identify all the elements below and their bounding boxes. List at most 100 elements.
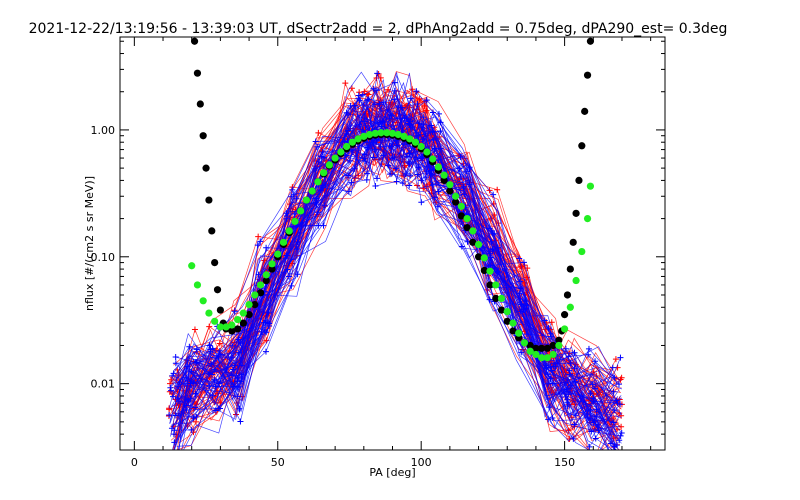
series-1-plus-marker	[435, 188, 442, 195]
fit-series-0-point	[262, 276, 270, 285]
fit-series-1-point	[400, 132, 408, 140]
fit-series-1-point	[268, 260, 276, 268]
fit-series-1-point	[297, 207, 305, 215]
fit-series-0-point	[205, 196, 213, 204]
plot-area	[165, 37, 625, 466]
series-1-plus-marker	[394, 103, 401, 110]
fit-series-1-point	[561, 325, 569, 333]
fit-series-0-point	[486, 281, 494, 289]
series-1-profile-line	[178, 115, 620, 450]
series-1-profile-line	[171, 114, 618, 440]
series-1-plus-marker	[294, 239, 301, 246]
series-1-plus-marker	[237, 418, 244, 425]
fit-series-1-point	[446, 181, 454, 189]
fit-series-1-point	[251, 291, 259, 299]
series-0-plus-marker	[255, 233, 262, 240]
y-tick-label: 1.00	[91, 124, 116, 137]
fit-series-0-point	[228, 327, 236, 335]
fit-series-1-point	[205, 309, 213, 317]
series-1-plus-marker	[166, 460, 172, 466]
fit-series-1-point	[228, 321, 236, 329]
fit-series-0-point	[572, 209, 580, 217]
series-1-plus-marker	[193, 413, 200, 420]
series-1-plus-marker	[423, 97, 430, 104]
fit-series-1-point	[193, 281, 202, 289]
fit-series-1-point	[256, 281, 265, 289]
series-1-plus-marker	[435, 156, 442, 163]
series-1-plus-marker	[364, 170, 371, 177]
fit-series-0-point	[575, 176, 583, 185]
fit-series-0-point	[256, 289, 265, 297]
axes-layer: 0 50 100 150 0.01 0.10 1.00	[91, 37, 665, 469]
series-1-plus-marker	[562, 345, 569, 352]
y-axis-label: nflux [#/(cm2 s sr MeV)]	[83, 176, 96, 311]
fit-series-1-point	[394, 130, 402, 139]
series-1-plus-marker	[254, 242, 261, 249]
fit-series-1-point	[463, 214, 471, 223]
y-tick-label: 0.01	[91, 378, 116, 391]
series-1-plus-marker	[586, 443, 593, 450]
series-1-plus-marker	[320, 222, 327, 229]
fit-series-0-point	[234, 325, 242, 333]
fit-series-1-point	[583, 214, 592, 223]
fit-series-0-point	[199, 132, 207, 140]
fit-series-1-point	[549, 350, 557, 359]
fit-series-0-point	[239, 319, 247, 327]
series-0-plus-marker	[191, 326, 198, 333]
series-1-plus-marker	[584, 411, 591, 418]
fit-series-1-point	[365, 130, 374, 139]
series-1-plus-marker	[592, 435, 599, 442]
series-1-plus-marker	[385, 162, 392, 169]
series-1-plus-marker	[343, 109, 350, 116]
series-1-plus-marker	[564, 399, 571, 406]
series-1-profile-line	[174, 106, 610, 450]
series-1-plus-marker	[617, 354, 624, 361]
series-1-plus-marker	[517, 308, 524, 315]
x-tick-label: 50	[271, 456, 285, 469]
series-0-plus-marker	[342, 80, 349, 87]
series-0-plus-marker	[193, 418, 200, 425]
fit-series-0-point	[555, 336, 563, 344]
series-1-plus-marker	[315, 222, 322, 229]
series-1-plus-marker	[363, 176, 370, 183]
series-0-plus-marker	[361, 88, 368, 95]
fit-series-1-point	[429, 155, 437, 163]
fit-series-1-point	[279, 238, 288, 246]
series-0-plus-marker	[423, 107, 430, 114]
fit-series-1-point	[354, 135, 362, 143]
series-0-plus-marker	[494, 186, 501, 193]
fit-series-1-point	[274, 250, 282, 258]
fit-series-0-point	[538, 344, 546, 352]
series-1-plus-marker	[394, 142, 401, 149]
series-1-plus-marker	[418, 155, 425, 162]
series-1-plus-marker	[607, 440, 614, 447]
fit-series-0-point	[583, 71, 592, 79]
series-1-plus-marker	[372, 183, 379, 190]
fit-series-1-point	[302, 196, 311, 204]
fit-series-0-point	[503, 317, 511, 325]
fit-series-1-point	[503, 307, 511, 316]
series-1-plus-marker	[418, 177, 425, 184]
fit-series-1-point	[383, 129, 391, 137]
series-1-plus-marker	[437, 119, 444, 126]
series-1-plus-marker	[609, 364, 616, 371]
fit-series-1-point	[497, 294, 506, 302]
fit-series-0-point	[578, 142, 586, 150]
series-1-plus-marker	[289, 186, 296, 193]
fit-series-1-point	[586, 182, 595, 190]
fit-series-1-point	[509, 319, 517, 327]
series-1-plus-marker	[229, 342, 236, 349]
fit-series-1-point	[423, 148, 431, 156]
fit-series-1-point	[440, 171, 448, 179]
series-1-plus-marker	[615, 381, 622, 388]
series-1-plus-marker	[562, 393, 569, 400]
fit-series-1-point	[343, 142, 351, 151]
series-1-plus-marker	[312, 138, 319, 145]
series-1-plus-marker	[391, 87, 398, 94]
series-1-plus-marker	[315, 158, 322, 165]
fit-series-1-point	[314, 178, 322, 186]
series-1-plus-marker	[570, 435, 577, 442]
series-1-plus-marker	[418, 199, 425, 206]
series-1-plus-marker	[359, 91, 366, 98]
series-1-plus-marker	[393, 178, 400, 185]
